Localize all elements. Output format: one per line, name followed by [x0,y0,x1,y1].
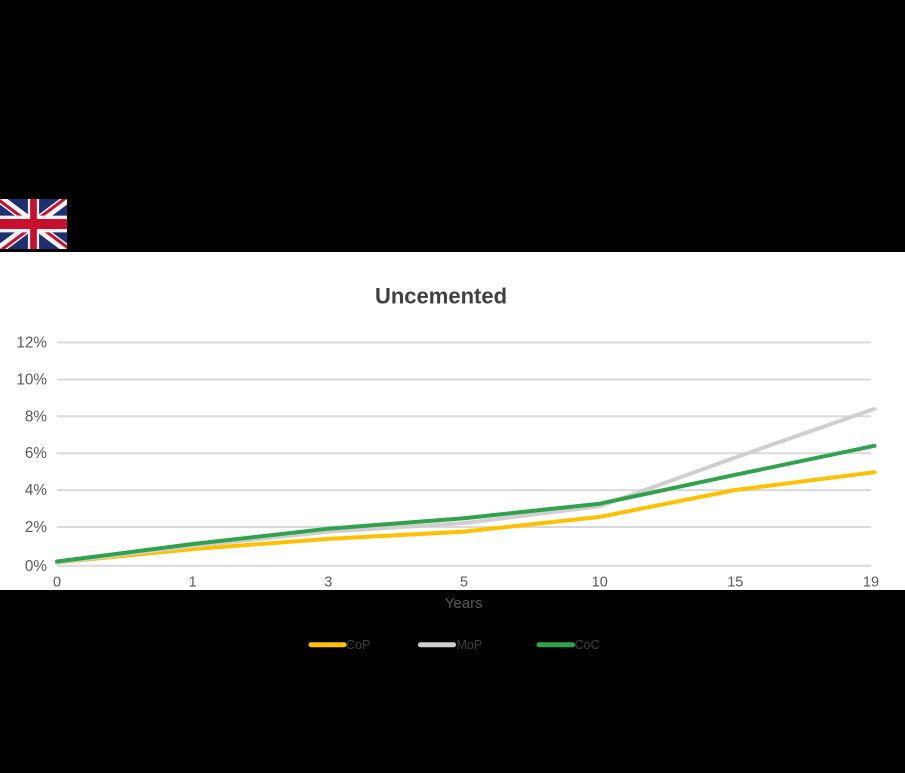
svg-text:MoP: MoP [457,638,483,652]
svg-text:8%: 8% [25,408,48,425]
svg-text:1: 1 [189,575,197,591]
svg-text:10%: 10% [16,372,47,389]
svg-text:3: 3 [324,575,332,591]
svg-text:6%: 6% [25,445,48,462]
svg-text:0: 0 [53,575,61,591]
svg-text:CoC: CoC [575,638,600,652]
svg-text:5: 5 [460,575,468,591]
svg-text:12%: 12% [16,334,47,351]
svg-text:15: 15 [727,575,743,591]
svg-text:CoP: CoP [346,638,370,652]
svg-text:2%: 2% [25,519,48,536]
svg-text:19: 19 [863,575,879,591]
svg-text:4%: 4% [25,482,48,499]
svg-text:Uncemented: Uncemented [375,284,507,309]
svg-text:0%: 0% [25,558,48,575]
svg-text:10: 10 [592,575,608,591]
svg-text:Years: Years [445,595,483,612]
